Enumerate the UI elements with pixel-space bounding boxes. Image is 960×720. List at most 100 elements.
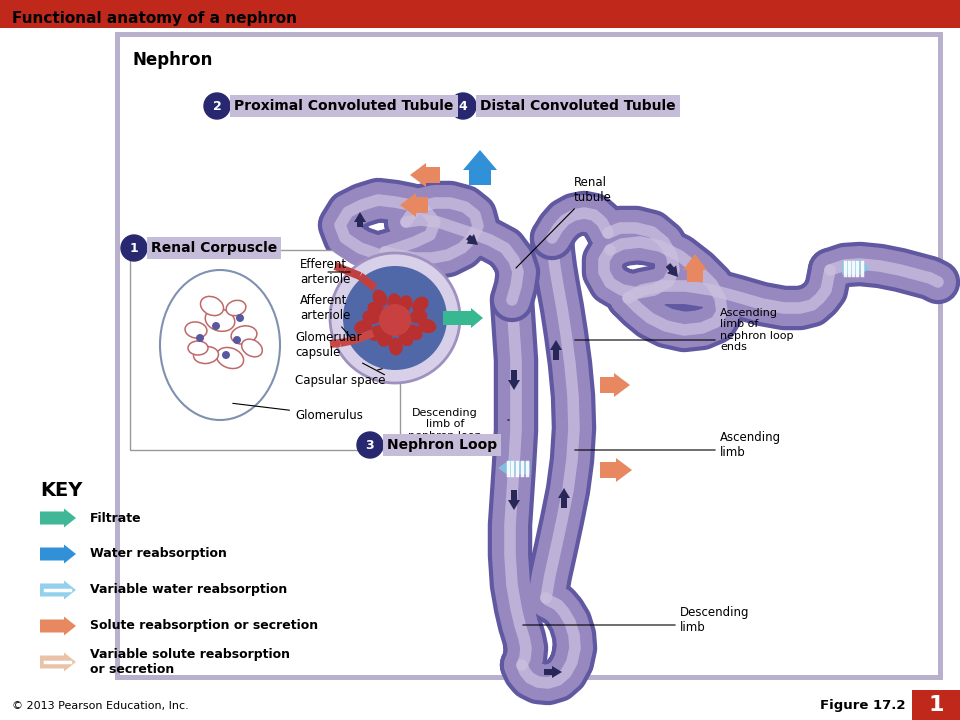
Ellipse shape (406, 325, 422, 340)
FancyArrow shape (544, 666, 562, 678)
Circle shape (450, 93, 476, 119)
FancyArrow shape (40, 580, 76, 600)
Ellipse shape (216, 348, 244, 369)
Bar (912, 690, 960, 720)
Circle shape (236, 314, 244, 322)
Text: 3: 3 (366, 438, 374, 451)
Circle shape (204, 93, 230, 119)
Ellipse shape (188, 341, 208, 355)
Text: Nephron Loop: Nephron Loop (387, 438, 497, 452)
Text: Proximal Convoluted Tubule: Proximal Convoluted Tubule (234, 99, 453, 113)
FancyArrow shape (550, 340, 562, 360)
Ellipse shape (201, 297, 224, 315)
FancyArrow shape (665, 263, 678, 277)
FancyArrow shape (40, 652, 76, 672)
Text: Filtrate: Filtrate (90, 511, 142, 524)
Circle shape (222, 351, 230, 359)
Ellipse shape (242, 339, 262, 357)
FancyArrow shape (353, 329, 374, 343)
Bar (600, 300, 720, 368)
FancyArrow shape (600, 373, 630, 397)
Circle shape (330, 253, 460, 383)
Ellipse shape (410, 310, 427, 323)
Text: 1: 1 (130, 241, 138, 254)
FancyArrow shape (339, 336, 356, 347)
Text: Efferent
arteriole: Efferent arteriole (300, 258, 350, 286)
Text: Solute reabsorption or secretion: Solute reabsorption or secretion (90, 619, 318, 632)
Circle shape (233, 336, 241, 344)
Text: Renal
tubule: Renal tubule (516, 176, 612, 268)
Text: Distal Convoluted Tubule: Distal Convoluted Tubule (480, 99, 676, 113)
Bar (115, 32, 943, 680)
Circle shape (379, 304, 411, 336)
Text: © 2013 Pearson Education, Inc.: © 2013 Pearson Education, Inc. (12, 701, 189, 711)
Ellipse shape (389, 338, 403, 356)
Bar (120, 37, 938, 675)
Ellipse shape (398, 329, 414, 346)
Ellipse shape (354, 320, 372, 334)
Circle shape (121, 235, 147, 261)
FancyArrow shape (498, 458, 530, 478)
Text: Variable solute reabsorption
or secretion: Variable solute reabsorption or secretio… (90, 648, 290, 676)
FancyArrow shape (40, 508, 76, 528)
Ellipse shape (160, 270, 280, 420)
Text: Glomerulus: Glomerulus (232, 403, 363, 421)
FancyArrow shape (344, 266, 362, 279)
Circle shape (357, 432, 383, 458)
FancyArrow shape (463, 150, 497, 185)
FancyArrow shape (558, 488, 570, 508)
Circle shape (343, 266, 447, 370)
FancyArrow shape (508, 490, 520, 510)
FancyArrow shape (410, 163, 440, 187)
Bar (388, 390, 503, 468)
Ellipse shape (377, 329, 393, 347)
Ellipse shape (368, 302, 384, 318)
Circle shape (212, 322, 220, 330)
Text: KEY: KEY (40, 480, 83, 500)
Ellipse shape (205, 309, 235, 331)
Text: Descending
limb: Descending limb (680, 606, 750, 634)
Text: Renal Corpuscle: Renal Corpuscle (151, 241, 277, 255)
FancyArrow shape (600, 458, 632, 482)
Text: Variable water reabsorption: Variable water reabsorption (90, 583, 287, 596)
Text: Nephron: Nephron (132, 51, 212, 69)
Text: Descending
limb of
nephron loop
begins: Descending limb of nephron loop begins (408, 408, 482, 452)
Ellipse shape (185, 322, 207, 338)
Bar (600, 410, 720, 456)
FancyArrow shape (40, 544, 76, 564)
Text: Afferent
arteriole: Afferent arteriole (300, 294, 351, 338)
FancyArrow shape (357, 273, 377, 291)
Ellipse shape (369, 325, 385, 341)
FancyArrow shape (443, 308, 483, 328)
Bar (388, 390, 510, 472)
Ellipse shape (231, 326, 257, 344)
Text: 1: 1 (928, 695, 944, 715)
Text: 4: 4 (459, 99, 468, 112)
Text: Capsular space: Capsular space (295, 369, 386, 387)
FancyArrow shape (354, 212, 366, 227)
FancyArrow shape (40, 616, 76, 636)
FancyArrow shape (333, 262, 347, 274)
Ellipse shape (412, 297, 428, 312)
Ellipse shape (419, 319, 436, 333)
FancyArrow shape (508, 370, 520, 390)
FancyArrow shape (683, 254, 707, 282)
Ellipse shape (388, 293, 401, 311)
Text: Figure 17.2: Figure 17.2 (820, 698, 905, 711)
FancyArrow shape (329, 339, 341, 348)
Bar (0, 0, 960, 28)
Ellipse shape (372, 289, 388, 307)
Bar (130, 250, 400, 450)
Text: Ascending
limb of
nephron loop
ends: Ascending limb of nephron loop ends (720, 307, 794, 352)
Text: 2: 2 (212, 99, 222, 112)
FancyArrow shape (842, 258, 870, 278)
Text: Functional anatomy of a nephron: Functional anatomy of a nephron (12, 11, 297, 25)
FancyArrow shape (400, 193, 428, 217)
Ellipse shape (227, 300, 246, 315)
Ellipse shape (362, 310, 380, 325)
FancyArrow shape (467, 234, 478, 245)
Text: Water reabsorption: Water reabsorption (90, 547, 227, 560)
Ellipse shape (397, 295, 413, 312)
Circle shape (196, 334, 204, 342)
Ellipse shape (194, 346, 219, 364)
